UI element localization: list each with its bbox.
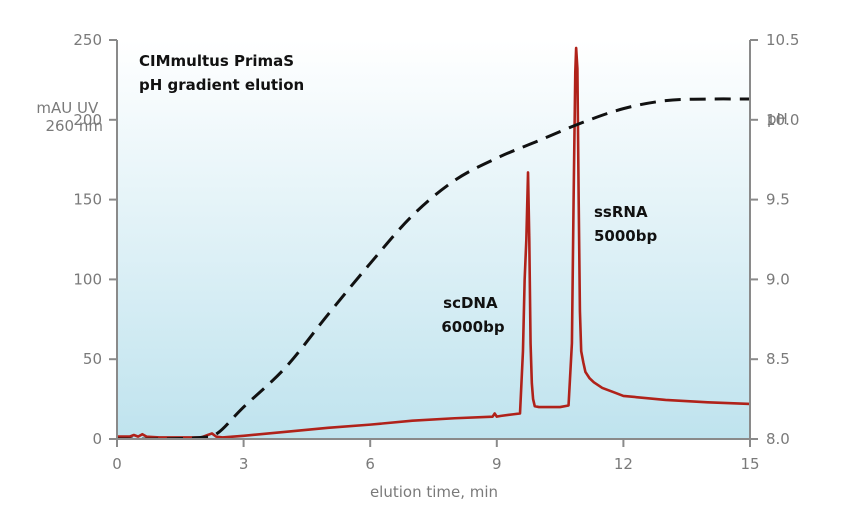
y-left-axis-title: mAU UV 260 nm bbox=[36, 99, 103, 135]
chart-title-line-2: pH gradient elution bbox=[139, 76, 304, 94]
y-left-axis-title-line-2: 260 nm bbox=[45, 117, 103, 135]
data-layer bbox=[117, 46, 750, 439]
x-tick-label: 9 bbox=[492, 455, 502, 473]
y-left-tick-label: 150 bbox=[73, 191, 102, 209]
y-right-axis-title: pH bbox=[767, 110, 788, 128]
y-right-tick-label: 8.0 bbox=[766, 430, 790, 448]
x-tick-label: 6 bbox=[365, 455, 375, 473]
y-right-tick-label: 8.5 bbox=[766, 350, 790, 368]
annotation-ssrna: ssRNA 5000bp bbox=[594, 203, 657, 245]
annotation-scdna-line-2: 6000bp bbox=[441, 318, 504, 336]
x-tick-label: 0 bbox=[112, 455, 122, 473]
y-left-tick-label: 0 bbox=[92, 430, 102, 448]
y-right-tick-label: 9.5 bbox=[766, 191, 790, 209]
uv-absorbance-line bbox=[117, 46, 750, 439]
x-axis-title: elution time, min bbox=[370, 483, 498, 501]
y-left-tick-label: 100 bbox=[73, 270, 102, 288]
y-right-tick-label: 10.0 bbox=[766, 111, 799, 129]
plot-background bbox=[117, 40, 750, 439]
x-tick-label: 3 bbox=[239, 455, 249, 473]
y-left-tick-label: 200 bbox=[73, 111, 102, 129]
ticks-layer: 0 3 6 9 12 150501001502002508.08.59.09.510.01… bbox=[73, 31, 799, 473]
y-left-axis-title-line-1: mAU UV bbox=[36, 99, 99, 117]
x-tick-label: 15 bbox=[740, 455, 759, 473]
y-left-tick-label: 50 bbox=[83, 350, 102, 368]
annotation-scdna-line-1: scDNA bbox=[443, 294, 498, 312]
y-right-tick-label: 10.5 bbox=[766, 31, 799, 49]
chart-title: CIMmultus PrimaS pH gradient elution bbox=[139, 52, 304, 94]
annotation-ssrna-line-1: ssRNA bbox=[594, 203, 648, 221]
chart-title-line-1: CIMmultus PrimaS bbox=[139, 52, 294, 70]
annotation-scdna: scDNA 6000bp bbox=[441, 294, 504, 336]
x-tick-label: 12 bbox=[614, 455, 633, 473]
annotation-ssrna-line-2: 5000bp bbox=[594, 227, 657, 245]
y-right-tick-label: 9.0 bbox=[766, 270, 790, 288]
y-left-tick-label: 250 bbox=[73, 31, 102, 49]
